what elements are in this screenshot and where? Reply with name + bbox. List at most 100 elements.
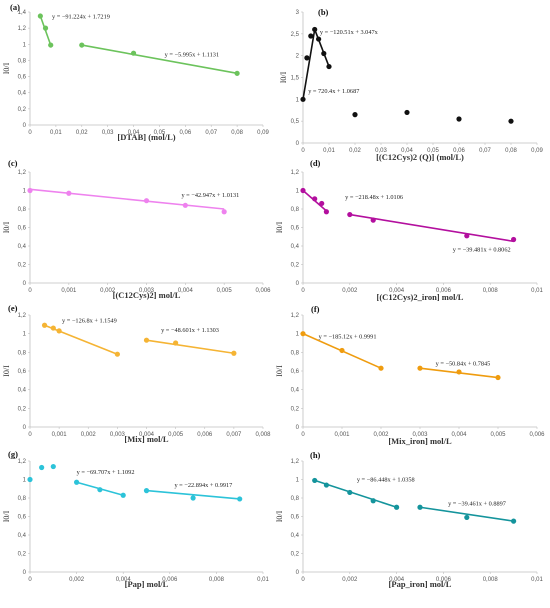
- data-point: [42, 25, 49, 31]
- x-tick-label: 0,04: [128, 130, 140, 136]
- data-point: [27, 187, 33, 194]
- y-tick-label: 1,2: [18, 313, 27, 319]
- fit-line: [81, 44, 238, 75]
- regression-equation: y = −39.481x + 0.8062: [453, 247, 511, 254]
- y-tick-label: 0,8: [18, 207, 27, 213]
- chart-panel: (d) 0 0,002 0,004 0,006 0,008 0,01 0 0,2 0,4 0,6 0,…: [275, 158, 543, 302]
- x-tick-label: 0: [28, 577, 32, 583]
- fit-line: [419, 506, 514, 522]
- x-tick-label: 0,006: [529, 432, 545, 438]
- y-tick-label: 0,4: [291, 388, 300, 394]
- x-tick-label: 0,001: [334, 432, 350, 438]
- y-axis-title: I0/I: [275, 221, 284, 233]
- x-tick-label: 0,004: [451, 432, 467, 438]
- panel-label: (g): [8, 449, 18, 459]
- x-tick-label: 0,004: [178, 288, 194, 294]
- chart-panel: (a) 0 0,01 0,02 0,03 0,04 0,05 0,06 0,07 0,08 0,09…: [2, 2, 269, 142]
- y-tick-label: 0,2: [18, 263, 27, 269]
- data-point: [456, 116, 462, 122]
- x-tick-label: 0,002: [81, 432, 97, 438]
- x-tick-label: 0,008: [483, 577, 499, 583]
- x-tick-label: 0,01: [531, 577, 543, 583]
- x-tick-label: 0,008: [255, 432, 271, 438]
- y-tick-label: 2,5: [291, 32, 300, 38]
- data-point: [120, 492, 126, 498]
- regression-equation: y = −185.12x + 0.9991: [319, 333, 377, 340]
- regression-equation: y = −91.224x + 1.7219: [52, 13, 110, 20]
- data-point: [41, 322, 48, 328]
- data-point: [352, 112, 358, 118]
- y-tick-label: 1,5: [291, 76, 300, 82]
- y-tick-label: 0: [296, 281, 300, 287]
- x-axis-title: [(C12Cys)2 (Q)] (mol/L): [376, 152, 464, 162]
- y-tick-label: 0,8: [291, 207, 300, 213]
- y-tick-label: 0,5: [291, 119, 300, 125]
- y-tick-label: 0,4: [291, 244, 300, 250]
- y-tick-label: 0: [296, 570, 300, 576]
- y-tick-label: 2: [296, 54, 300, 60]
- regression-equation: y = −86.448x + 1.0358: [357, 476, 415, 483]
- y-tick-label: 0,8: [18, 58, 27, 64]
- fit-line: [29, 188, 225, 210]
- y-tick-label: 0,8: [18, 350, 27, 356]
- x-tick-label: 0: [28, 432, 32, 438]
- y-tick-label: 0,6: [291, 369, 300, 375]
- data-point: [182, 202, 188, 208]
- x-tick-label: 0: [301, 148, 305, 154]
- y-tick-label: 1: [296, 97, 300, 103]
- data-point: [39, 464, 45, 471]
- x-tick-label: 0,01: [531, 288, 543, 294]
- y-tick-label: 0: [296, 141, 300, 147]
- data-point: [143, 198, 150, 204]
- x-axis-title: [DTAB] (mol/L): [117, 132, 175, 142]
- y-tick-label: 1,2: [291, 313, 300, 319]
- data-point: [510, 518, 517, 524]
- x-tick-label: 0,006: [255, 288, 271, 294]
- regression-equation: y = −69.707x + 1.1092: [77, 469, 135, 476]
- x-tick-label: 0,01: [50, 130, 62, 136]
- x-tick-label: 0,004: [116, 577, 132, 583]
- x-tick-label: 0,05: [427, 148, 439, 154]
- data-point: [231, 350, 237, 356]
- panel-label: (b): [318, 7, 329, 17]
- data-point: [143, 337, 150, 343]
- y-tick-label: 0,8: [18, 496, 27, 502]
- data-point: [347, 211, 353, 218]
- chart-panel: (g) 0 0,002 0,004 0,006 0,008 0,01 0 0,2 0,4 0,6 0,…: [2, 449, 269, 589]
- x-tick-label: 0,09: [257, 130, 269, 136]
- data-point: [300, 96, 306, 102]
- panel-label: (c): [8, 158, 18, 168]
- data-point: [370, 217, 376, 223]
- x-tick-label: 0,005: [168, 432, 184, 438]
- x-tick-label: 0,008: [209, 577, 225, 583]
- fit-line: [302, 29, 316, 100]
- data-point: [417, 365, 423, 371]
- fit-line: [313, 29, 330, 67]
- x-tick-label: 0,01: [323, 148, 335, 154]
- data-point: [394, 504, 400, 510]
- y-tick-label: 0,2: [291, 263, 300, 269]
- y-tick-label: 0: [23, 425, 27, 431]
- regression-equation: y = −48.601x + 1.1303: [161, 327, 219, 334]
- data-point: [237, 496, 243, 502]
- data-point: [143, 488, 150, 494]
- y-tick-label: 1: [23, 42, 27, 48]
- y-tick-label: 0,6: [18, 515, 27, 521]
- y-tick-label: 1,2: [18, 26, 27, 32]
- data-point: [370, 498, 376, 504]
- x-tick-label: 0,002: [342, 288, 358, 294]
- x-tick-label: 0,006: [436, 288, 452, 294]
- x-tick-label: 0,007: [226, 432, 242, 438]
- y-axis-title: I0/I: [279, 71, 288, 83]
- data-point: [508, 118, 514, 124]
- data-point: [339, 347, 345, 354]
- y-tick-label: 1: [23, 478, 27, 484]
- x-tick-label: 0: [301, 577, 305, 583]
- chart-panel: (e) 0 0,001 0,002 0,003 0,004 0,005 0,006 0,007 0…: [2, 303, 271, 444]
- x-tick-label: 0,03: [375, 148, 387, 154]
- x-tick-label: 0,02: [349, 148, 361, 154]
- x-tick-label: 0,08: [505, 148, 517, 154]
- x-axis-title: [Pap_iron] mol/L: [389, 579, 452, 589]
- y-tick-label: 1,4: [18, 10, 27, 16]
